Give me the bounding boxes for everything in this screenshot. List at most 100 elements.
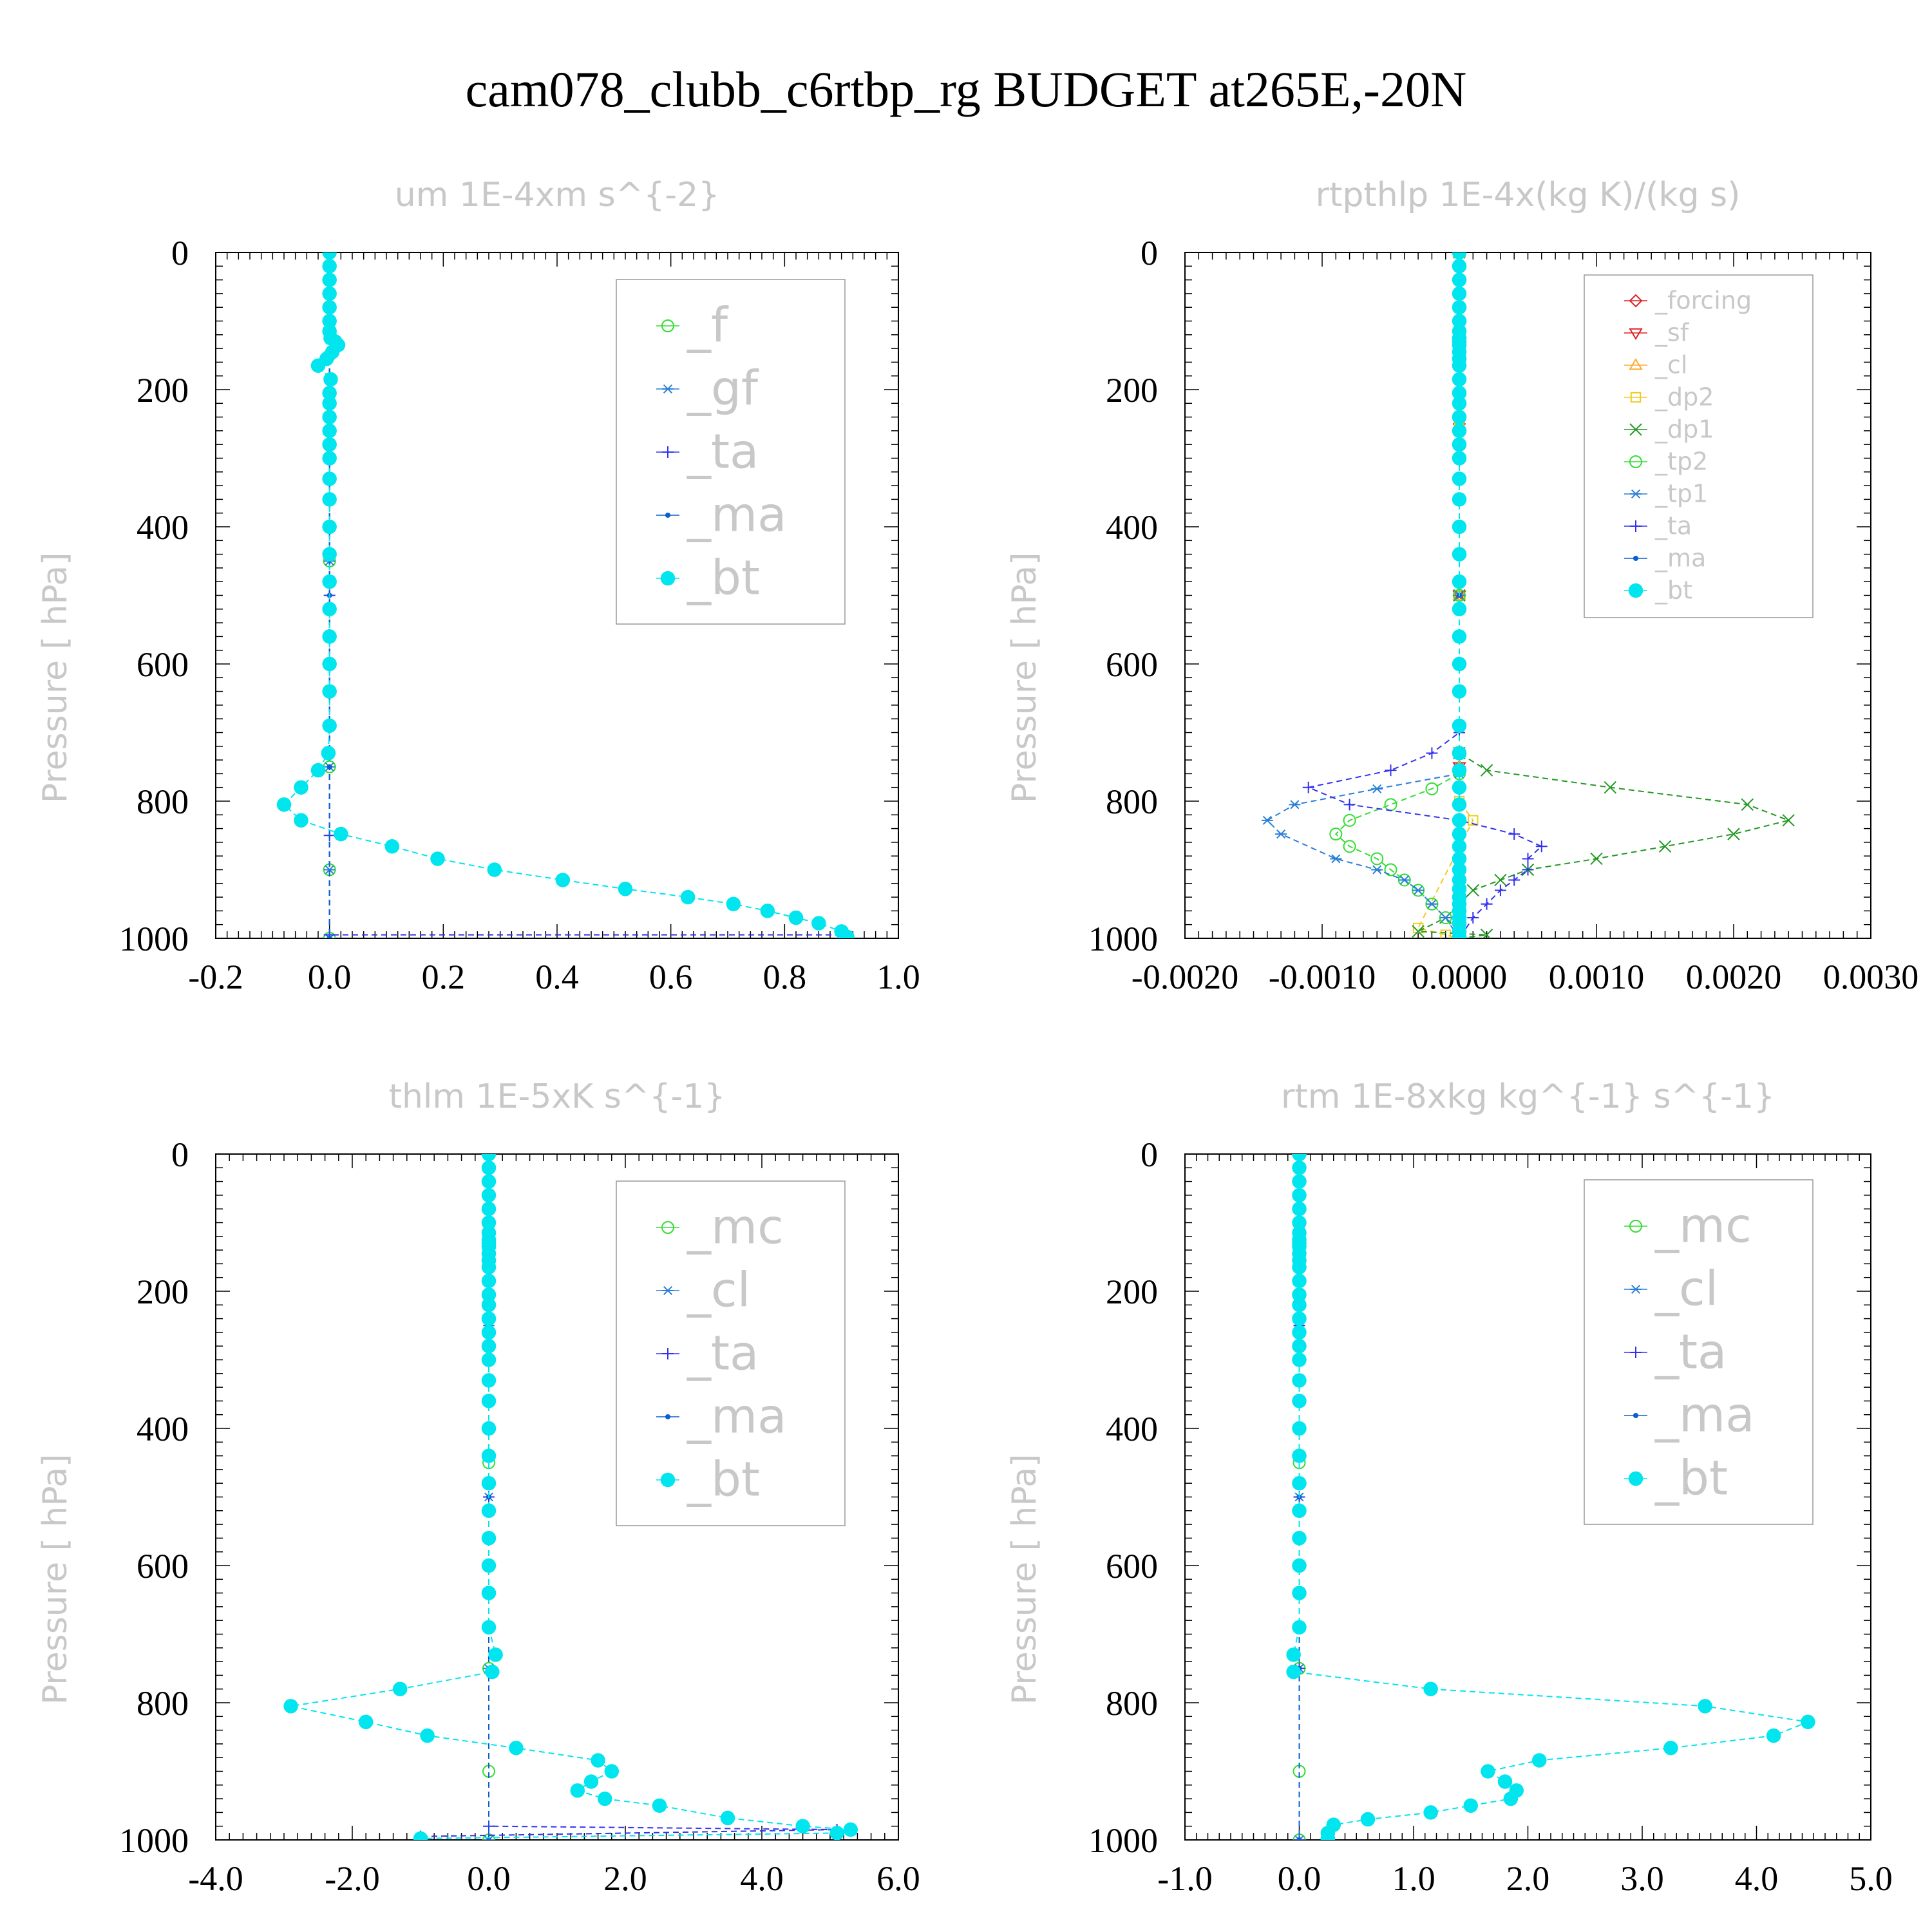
x-tick-label: 0.0 (467, 1859, 511, 1898)
legend-marker (660, 1472, 676, 1488)
data-point (1452, 862, 1467, 877)
data-point (1286, 1647, 1301, 1662)
data-point (481, 1298, 497, 1312)
legend-marker (1633, 1412, 1639, 1419)
legend-label: _ta (687, 424, 759, 479)
data-point (1371, 865, 1383, 875)
data-point (1452, 574, 1467, 589)
data-point (327, 764, 332, 770)
data-point (1398, 875, 1410, 885)
y-axis-label: Pressure [ hPa] (1005, 1454, 1044, 1705)
data-point (1296, 1837, 1302, 1840)
data-point (481, 1154, 497, 1162)
data-point (322, 437, 337, 452)
data-point (1292, 1503, 1307, 1519)
legend-label: _f (687, 298, 729, 353)
data-point (481, 1174, 497, 1189)
data-point (1452, 372, 1467, 387)
x-tick-label: 1.0 (1392, 1859, 1435, 1898)
legend-marker (661, 1221, 674, 1234)
data-point (1286, 1664, 1301, 1680)
data-point (1292, 1174, 1307, 1189)
data-point (1452, 629, 1467, 644)
x-tick-label: -1.0 (1157, 1859, 1212, 1898)
y-tick-label: 600 (137, 645, 189, 684)
data-point (1452, 471, 1467, 486)
legend-box (616, 279, 846, 625)
data-point (358, 1714, 374, 1730)
data-point (1452, 451, 1467, 466)
data-point (843, 1822, 858, 1837)
data-point (487, 862, 502, 877)
legend-label: _dp2 (1654, 383, 1714, 412)
data-point (829, 1826, 844, 1840)
x-tick-label: 0.0000 (1412, 958, 1508, 996)
data-point (334, 826, 348, 842)
data-point (1452, 423, 1467, 439)
data-point (680, 889, 696, 905)
data-point (294, 813, 308, 828)
y-tick-label: 800 (1106, 782, 1158, 821)
data-point (283, 1699, 298, 1714)
data-point (795, 1819, 810, 1833)
y-tick-label: 200 (137, 371, 189, 410)
series-group (1261, 252, 1795, 938)
x-tick-label: 2.0 (603, 1859, 647, 1898)
panel-3: thlm 1E-5xK s^{-1} Pressure [ hPa] -4.0 -2.… (36, 1077, 920, 1898)
data-point (322, 314, 337, 328)
data-point (481, 1421, 497, 1436)
data-point (322, 410, 337, 424)
data-point (1292, 1298, 1307, 1312)
data-point (1452, 780, 1467, 795)
figure-title: cam078_clubb_c6rtbp_rg BUDGET at265E,-20… (466, 61, 1467, 117)
data-point (481, 1531, 497, 1546)
data-point (726, 896, 741, 911)
data-point (322, 386, 337, 401)
x-tick-label: 1.0 (876, 958, 920, 996)
data-point (1440, 929, 1451, 938)
data-point (1385, 764, 1397, 777)
data-point (1452, 826, 1467, 842)
legend-marker (1633, 555, 1639, 562)
data-point (1604, 781, 1617, 794)
data-point (322, 718, 337, 734)
data-point (1452, 851, 1467, 866)
legend-label: _bt (687, 550, 760, 605)
data-point (420, 1728, 435, 1743)
data-point (1535, 840, 1548, 853)
data-point (788, 910, 804, 925)
data-point (1466, 884, 1480, 897)
legend-marker (1629, 358, 1643, 370)
data-point (604, 1764, 620, 1779)
x-tick-label: 6.0 (876, 1859, 920, 1898)
data-point (1292, 1188, 1307, 1203)
data-point (1463, 1798, 1478, 1813)
data-point (1343, 813, 1356, 827)
data-point (1452, 601, 1467, 617)
legend-marker (662, 446, 674, 458)
data-point (1727, 828, 1740, 840)
data-point (481, 1338, 497, 1354)
data-point (1452, 314, 1467, 328)
data-point (1452, 746, 1467, 761)
y-tick-label: 200 (137, 1273, 189, 1311)
y-tick-label: 600 (1106, 1547, 1158, 1586)
data-point (1426, 899, 1438, 909)
legend-label: _ta (1654, 512, 1692, 540)
data-point (1292, 1154, 1307, 1162)
data-point (430, 851, 445, 866)
data-point (481, 1586, 497, 1600)
data-point (1292, 1531, 1307, 1546)
data-point (1384, 863, 1397, 876)
data-point (294, 780, 308, 795)
data-point (1658, 840, 1672, 853)
legend-label: _mc (1654, 1198, 1752, 1253)
data-point (1292, 1352, 1307, 1367)
legend-label: _gf (687, 361, 759, 416)
data-point (1452, 813, 1467, 828)
data-point (321, 746, 336, 761)
data-point (1292, 1338, 1307, 1354)
data-point (1292, 1586, 1307, 1600)
legend-label: _tp1 (1654, 480, 1708, 508)
legend: _mc _cl _ta _ma _bt (1584, 1179, 1814, 1525)
